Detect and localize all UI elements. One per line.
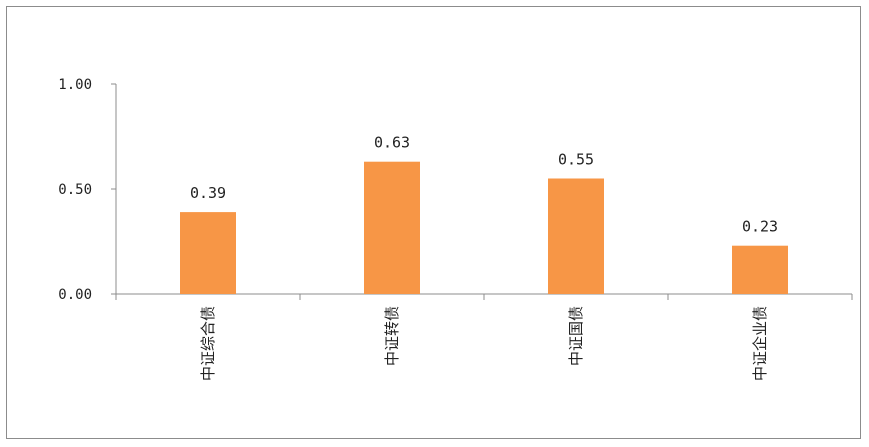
category-label: 中证国债 [567,306,585,366]
data-label: 0.39 [190,184,226,202]
bar [548,178,604,294]
bar [732,245,788,294]
bar [180,212,236,294]
y-tick-label: 0.50 [58,182,92,198]
y-tick-label: 1.00 [58,77,92,93]
chart-frame [6,6,861,439]
category-label: 中证综合债 [199,306,217,381]
data-labels: 0.39 0.63 0.55 0.23 [190,134,778,236]
data-label: 0.55 [558,151,594,169]
axes: 0.00 0.50 1.00 [58,77,853,303]
data-label: 0.23 [742,218,778,236]
category-label: 中证企业债 [751,306,769,381]
category-labels: 中证综合债 中证转债 中证国债 中证企业债 [199,306,769,381]
bars [180,161,788,294]
data-label: 0.63 [374,134,410,152]
bar [364,161,420,294]
y-tick-label: 0.00 [58,287,92,303]
category-label: 中证转债 [383,306,401,366]
